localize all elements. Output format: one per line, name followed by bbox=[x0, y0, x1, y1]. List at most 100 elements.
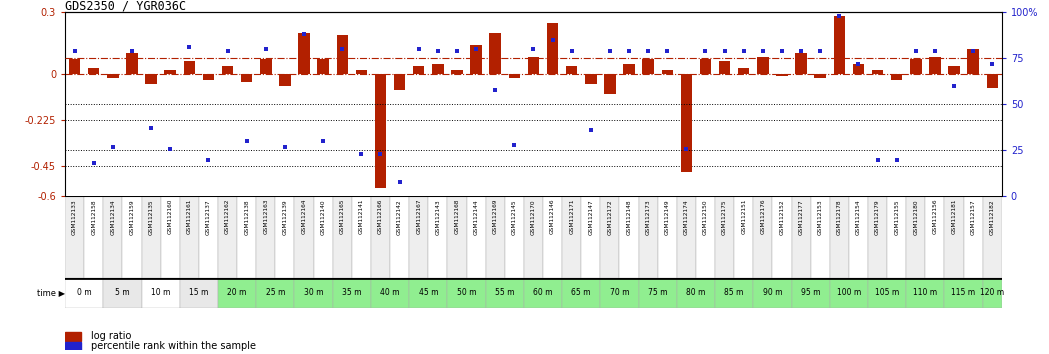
Bar bbox=[639, 196, 658, 278]
Point bbox=[85, 160, 102, 166]
Bar bbox=[734, 196, 753, 278]
Bar bbox=[738, 68, 749, 74]
Text: 10 m: 10 m bbox=[151, 289, 170, 297]
Text: GSM112147: GSM112147 bbox=[588, 199, 594, 235]
Bar bbox=[523, 196, 543, 278]
Point bbox=[984, 61, 1001, 67]
Bar bbox=[356, 70, 367, 74]
Bar bbox=[753, 196, 772, 278]
Bar bbox=[906, 278, 944, 308]
Point bbox=[429, 48, 446, 54]
Point bbox=[659, 48, 676, 54]
Bar bbox=[834, 17, 845, 74]
Text: GSM112165: GSM112165 bbox=[340, 199, 345, 234]
Bar bbox=[868, 278, 906, 308]
Bar bbox=[715, 278, 753, 308]
Text: 105 m: 105 m bbox=[875, 289, 899, 297]
Bar bbox=[600, 278, 639, 308]
Text: GSM112135: GSM112135 bbox=[149, 199, 153, 235]
Bar bbox=[107, 74, 119, 78]
Bar bbox=[891, 74, 902, 80]
Text: GSM112133: GSM112133 bbox=[72, 199, 77, 235]
Text: 50 m: 50 m bbox=[456, 289, 476, 297]
Bar bbox=[126, 53, 137, 74]
Bar bbox=[123, 196, 142, 278]
Text: 100 m: 100 m bbox=[837, 289, 861, 297]
Bar bbox=[600, 196, 620, 278]
Text: 35 m: 35 m bbox=[342, 289, 362, 297]
Text: GSM112148: GSM112148 bbox=[626, 199, 631, 235]
Text: 20 m: 20 m bbox=[228, 289, 247, 297]
Point bbox=[296, 32, 313, 37]
Bar bbox=[715, 196, 734, 278]
Text: GSM112171: GSM112171 bbox=[570, 199, 574, 234]
Text: GSM112163: GSM112163 bbox=[263, 199, 269, 234]
Text: 40 m: 40 m bbox=[381, 289, 400, 297]
Point bbox=[926, 48, 943, 54]
Text: GSM112153: GSM112153 bbox=[817, 199, 822, 235]
Text: GSM112144: GSM112144 bbox=[473, 199, 478, 235]
Bar bbox=[218, 196, 237, 278]
Bar bbox=[681, 74, 692, 172]
Text: GSM112164: GSM112164 bbox=[301, 199, 306, 234]
Bar bbox=[677, 278, 715, 308]
Text: GSM112140: GSM112140 bbox=[321, 199, 325, 235]
Bar bbox=[983, 196, 1002, 278]
Bar bbox=[409, 278, 447, 308]
Text: GSM112166: GSM112166 bbox=[378, 199, 383, 234]
Point bbox=[257, 46, 274, 52]
Bar bbox=[221, 65, 233, 74]
Bar bbox=[413, 65, 425, 74]
Bar bbox=[792, 196, 811, 278]
Point bbox=[105, 144, 122, 150]
Point bbox=[277, 144, 294, 150]
Text: 90 m: 90 m bbox=[763, 289, 783, 297]
Text: GSM112141: GSM112141 bbox=[359, 199, 364, 234]
Bar bbox=[792, 278, 830, 308]
Text: 15 m: 15 m bbox=[189, 289, 209, 297]
Point bbox=[735, 48, 752, 54]
Bar bbox=[700, 59, 711, 74]
Point bbox=[793, 48, 810, 54]
Text: GSM112142: GSM112142 bbox=[398, 199, 402, 235]
Bar bbox=[620, 196, 639, 278]
Point bbox=[716, 48, 733, 54]
Text: 70 m: 70 m bbox=[609, 289, 629, 297]
Bar bbox=[467, 196, 486, 278]
Point bbox=[372, 151, 389, 157]
Point bbox=[66, 48, 83, 54]
Point bbox=[391, 179, 408, 184]
Text: GSM112178: GSM112178 bbox=[837, 199, 841, 235]
Point bbox=[315, 138, 331, 144]
Bar bbox=[925, 196, 944, 278]
Point bbox=[678, 146, 694, 152]
Text: 25 m: 25 m bbox=[265, 289, 285, 297]
Point bbox=[238, 138, 255, 144]
Bar bbox=[719, 62, 730, 74]
Text: log ratio: log ratio bbox=[91, 331, 131, 341]
Point bbox=[870, 157, 886, 162]
Point bbox=[449, 48, 466, 54]
Bar bbox=[142, 196, 160, 278]
Bar bbox=[241, 74, 253, 82]
Text: GSM112138: GSM112138 bbox=[244, 199, 250, 235]
Bar bbox=[447, 278, 486, 308]
Text: time ▶: time ▶ bbox=[37, 289, 65, 297]
Bar bbox=[84, 196, 103, 278]
Bar bbox=[872, 70, 883, 74]
Bar bbox=[295, 196, 314, 278]
Bar bbox=[432, 63, 444, 74]
Bar bbox=[811, 196, 830, 278]
Bar bbox=[967, 49, 979, 74]
Bar bbox=[256, 278, 295, 308]
Text: GSM112170: GSM112170 bbox=[531, 199, 536, 235]
Bar bbox=[390, 196, 409, 278]
Bar bbox=[318, 59, 328, 74]
Point bbox=[601, 48, 618, 54]
Text: GSM112174: GSM112174 bbox=[684, 199, 689, 235]
Point bbox=[544, 37, 561, 43]
Bar bbox=[428, 196, 447, 278]
Bar bbox=[371, 196, 390, 278]
Bar bbox=[165, 70, 176, 74]
Text: 120 m: 120 m bbox=[980, 289, 1004, 297]
